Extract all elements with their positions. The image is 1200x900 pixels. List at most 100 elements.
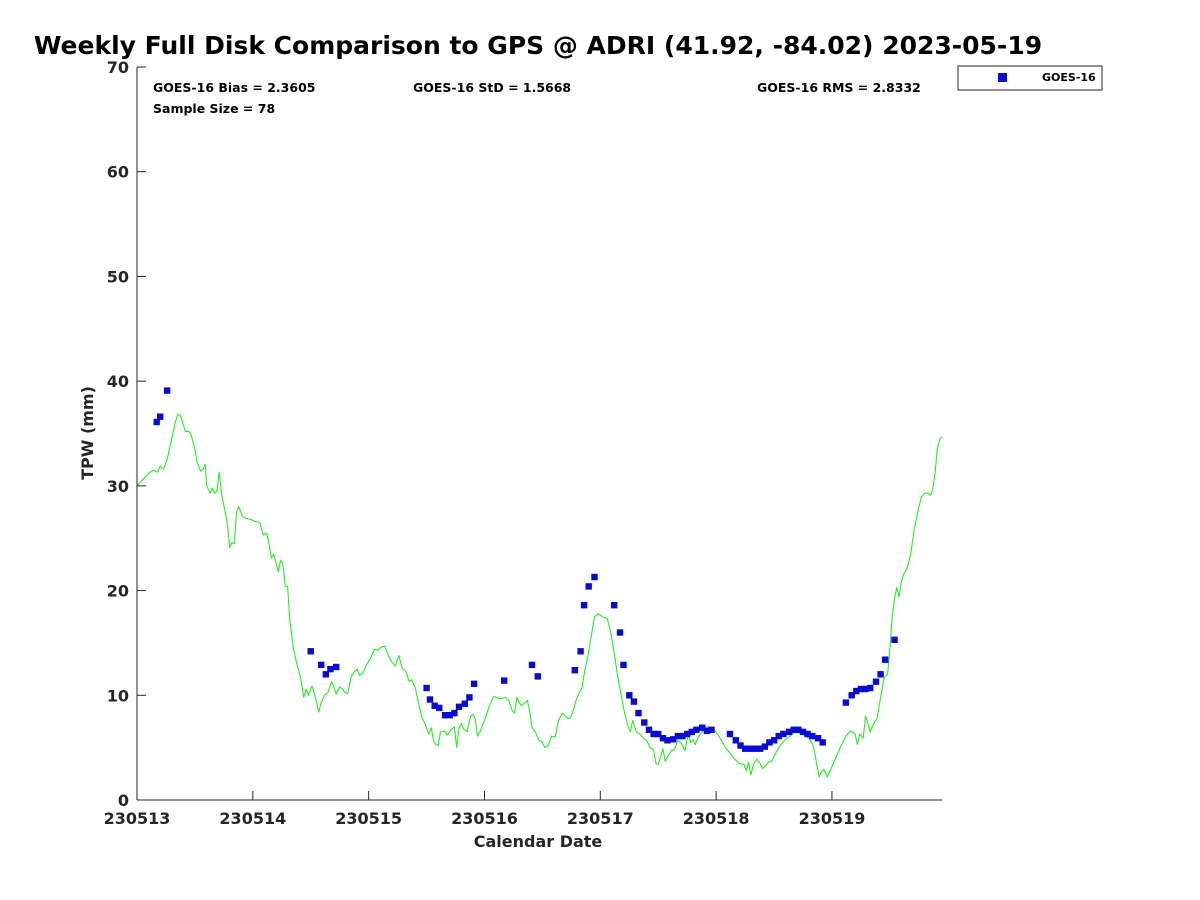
gps-line-layer [136, 414, 943, 778]
legend-box [957, 65, 1103, 91]
goes16-point [703, 727, 711, 735]
goes16-point [872, 678, 880, 685]
legend-label-goes16: GOES-16 [1042, 71, 1096, 84]
goes16-point [699, 724, 706, 731]
goes16-point [659, 735, 667, 742]
goes16-point [455, 703, 463, 710]
goes16-point [775, 732, 782, 740]
rms-stat: GOES-16 RMS = 2.8332 [757, 80, 921, 95]
goes16-point [766, 739, 773, 746]
goes16-point [322, 671, 329, 678]
x-tick-label: 230516 [451, 809, 518, 828]
y-tick-label: 50 [107, 267, 129, 286]
x-tick-label: 230515 [335, 809, 402, 828]
goes16-point [153, 418, 160, 426]
goes16-point [431, 702, 438, 709]
goes16-point [732, 737, 739, 744]
goes16-point [737, 742, 744, 749]
x-tick-label: 230513 [104, 809, 171, 828]
goes16-point [761, 743, 768, 750]
goes16-point [585, 583, 592, 590]
goes16-point [577, 648, 584, 655]
x-ticks: 230513 230514 230515 230516 230517 230518 2305… [104, 791, 866, 828]
y-tick-label: 40 [107, 372, 129, 391]
goes16-point [580, 602, 588, 609]
chart-title: Weekly Full Disk Comparison to GPS @ ADR… [34, 31, 1042, 60]
goes16-point [620, 661, 627, 669]
x-tick-label: 230514 [219, 809, 286, 828]
y-tick-label: 30 [107, 477, 129, 496]
legend-marker-goes16 [998, 73, 1007, 82]
goes16-point [318, 661, 325, 669]
goes16-point [436, 704, 443, 712]
goes16-point [780, 730, 787, 738]
goes16-point [708, 726, 715, 733]
goes16-point [785, 728, 793, 736]
goes16-point [451, 709, 458, 717]
y-axis-label: TPW (mm) [78, 386, 97, 480]
goes16-point [645, 726, 653, 733]
goes16-point [842, 699, 850, 706]
goes16-point [688, 728, 695, 736]
y-tick-label: 0 [118, 791, 129, 810]
goes16-point [501, 677, 508, 684]
goes16-point [795, 726, 802, 733]
goes16-point [857, 685, 865, 693]
goes16-point [877, 671, 884, 678]
goes16-point [333, 663, 340, 671]
goes16-point [426, 696, 434, 703]
goes16-point [650, 730, 657, 738]
goes16-point [882, 656, 889, 663]
goes16-point [630, 698, 638, 705]
goes16-point [534, 673, 541, 680]
goes16-point [790, 726, 797, 733]
goes16-point [528, 661, 536, 669]
goes16-point [819, 739, 826, 746]
goes16-point [891, 636, 898, 643]
bias-stat: GOES-16 Bias = 2.3605 [153, 80, 315, 95]
goes16-point [571, 667, 578, 674]
goes16-point [853, 687, 860, 695]
goes16-point [641, 719, 648, 726]
x-tick-label: 230517 [567, 809, 634, 828]
goes16-point [327, 665, 334, 673]
goes16-point [804, 730, 811, 738]
goes16-point [814, 735, 822, 742]
goes16-point [741, 745, 749, 752]
goes16-point [809, 732, 816, 740]
goes16-point [626, 692, 633, 699]
goes16-point [757, 745, 764, 752]
legend: GOES-16 [957, 65, 1103, 91]
sample-size-stat: Sample Size = 78 [153, 101, 275, 116]
goes16-point [635, 709, 642, 717]
goes16-point [726, 730, 734, 738]
goes16-point [679, 732, 686, 740]
goes16-point [670, 736, 677, 743]
goes16-point [461, 700, 468, 707]
goes16-point [163, 387, 171, 394]
goes16-point [470, 680, 478, 687]
goes16-point [867, 684, 874, 692]
goes16-point [746, 745, 753, 752]
x-tick-label: 230519 [799, 809, 866, 828]
goes16-point [466, 694, 473, 701]
gps-series-line [136, 414, 943, 778]
goes16-point [307, 648, 314, 655]
goes16-point [684, 730, 691, 738]
goes16-point [862, 685, 869, 693]
goes16-point [655, 730, 662, 738]
goes16-point [674, 732, 682, 740]
y-tick-label: 10 [107, 686, 129, 705]
goes16-point [799, 728, 807, 736]
goes16-point [770, 737, 778, 744]
plot-area [137, 67, 942, 800]
goes16-points-layer [153, 387, 898, 752]
goes16-point [157, 413, 164, 420]
y-tick-label: 70 [107, 58, 129, 77]
goes16-point [611, 602, 618, 609]
y-tick-label: 60 [107, 163, 129, 182]
goes16-point [664, 737, 671, 744]
std-stat: GOES-16 StD = 1.5668 [413, 80, 571, 95]
goes16-point [616, 629, 624, 636]
